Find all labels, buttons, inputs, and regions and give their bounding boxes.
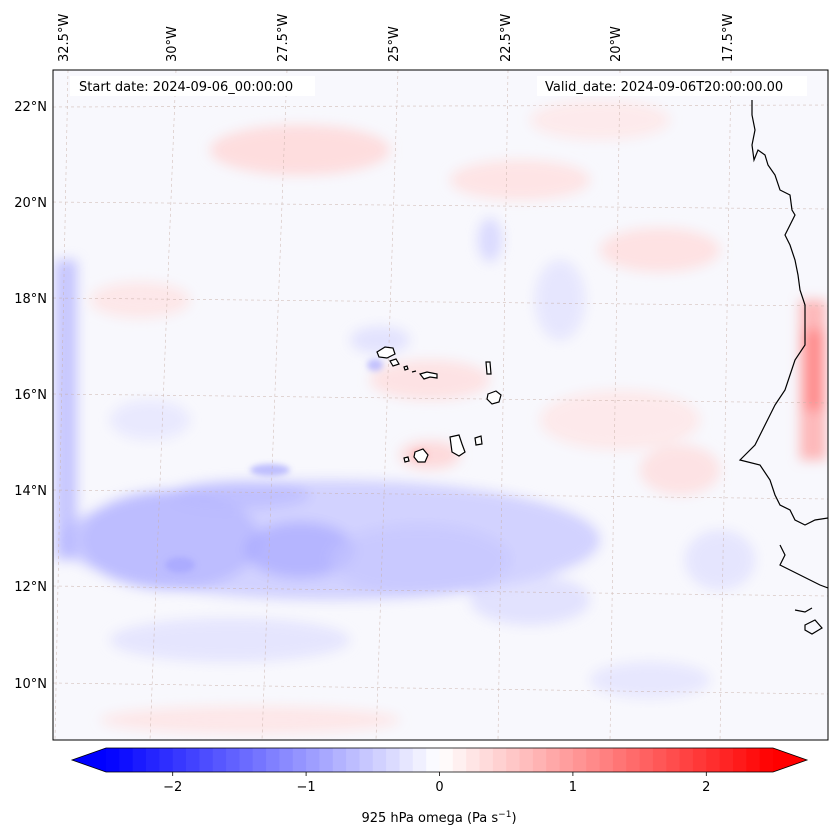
colorbar-tick-label: −2 bbox=[163, 780, 182, 795]
lon-label: 25°W bbox=[387, 26, 402, 62]
colorbar-step bbox=[466, 748, 481, 772]
colorbar-step bbox=[479, 748, 494, 772]
colorbar-step bbox=[586, 748, 601, 772]
colorbar-step bbox=[626, 748, 641, 772]
island-maio bbox=[474, 435, 483, 446]
colorbar-step bbox=[452, 748, 467, 772]
colorbar-step bbox=[572, 748, 587, 772]
lon-label: 22.5°W bbox=[499, 14, 514, 62]
colorbar-step bbox=[292, 748, 307, 772]
colorbar-step bbox=[599, 748, 614, 772]
lon-label: 30°W bbox=[165, 26, 180, 62]
island-sao-vicente bbox=[389, 358, 400, 367]
colorbar-step bbox=[732, 748, 747, 772]
colorbar-step bbox=[306, 748, 321, 772]
colorbar-step bbox=[612, 748, 627, 772]
colorbar: −2 −1 0 1 2 925 hPa omega (Pa s−1) bbox=[70, 747, 809, 826]
colorbar-step bbox=[186, 748, 200, 772]
colorbar-steps bbox=[106, 748, 774, 772]
colorbar-step bbox=[172, 748, 187, 772]
colorbar-step bbox=[426, 748, 441, 772]
colorbar-outline bbox=[70, 747, 809, 773]
start-date-label: Start date: 2024-09-06_00:00:00 bbox=[79, 80, 293, 95]
coastline bbox=[376, 100, 828, 635]
start-date-box bbox=[70, 76, 315, 96]
colorbar-step bbox=[759, 748, 774, 772]
colorbar-step bbox=[372, 748, 387, 772]
map-frame bbox=[52, 69, 829, 741]
island-santo-antao bbox=[376, 346, 396, 359]
colorbar-step bbox=[746, 748, 761, 772]
colorbar-tick-label: 2 bbox=[702, 780, 710, 795]
colorbar-tick-label: −1 bbox=[297, 780, 316, 795]
colorbar-step bbox=[692, 748, 707, 772]
colorbar-label: 925 hPa omega (Pa s−1) bbox=[361, 810, 516, 826]
colorbar-tick-label: 0 bbox=[435, 780, 443, 795]
colorbar-step bbox=[666, 748, 681, 772]
colorbar-step bbox=[399, 748, 414, 772]
lat-label: 10°N bbox=[14, 677, 47, 692]
colorbar-step bbox=[492, 748, 507, 772]
island-sal bbox=[485, 361, 492, 375]
colorbar-step bbox=[159, 748, 174, 772]
colorbar-step bbox=[266, 748, 281, 772]
colorbar-step bbox=[119, 748, 134, 772]
lon-label: 27.5°W bbox=[276, 14, 291, 62]
colorbar-step bbox=[252, 748, 267, 772]
lon-label: 20°W bbox=[609, 26, 624, 62]
colorbar-step bbox=[652, 748, 667, 772]
africa-coastline bbox=[738, 100, 828, 635]
colorbar-step bbox=[199, 748, 214, 772]
colorbar-step bbox=[706, 748, 721, 772]
colorbar-step bbox=[146, 748, 160, 772]
colorbar-step bbox=[279, 748, 294, 772]
lat-label: 12°N bbox=[14, 580, 47, 595]
colorbar-step bbox=[346, 748, 361, 772]
colorbar-step bbox=[439, 748, 454, 772]
colorbar-step bbox=[639, 748, 654, 772]
colorbar-step bbox=[506, 748, 521, 772]
island-sao-nicolau bbox=[411, 370, 438, 380]
lat-label: 16°N bbox=[14, 388, 47, 403]
colorbar-step bbox=[106, 748, 120, 772]
lat-label: 18°N bbox=[14, 292, 47, 307]
colorbar-step bbox=[226, 748, 240, 772]
colorbar-step bbox=[132, 748, 147, 772]
valid-date-box bbox=[537, 76, 807, 96]
colorbar-step bbox=[239, 748, 254, 772]
colorbar-step bbox=[519, 748, 534, 772]
valid-date-label: Valid_date: 2024-09-06T20:00:00.00 bbox=[545, 80, 783, 95]
island-santiago bbox=[449, 434, 466, 457]
island-santa-luzia bbox=[403, 365, 409, 371]
island-brava bbox=[403, 456, 410, 463]
colorbar-extend-max bbox=[773, 748, 807, 772]
colorbar-step bbox=[386, 748, 401, 772]
lat-label: 14°N bbox=[14, 484, 47, 499]
lon-label: 17.5°W bbox=[721, 14, 736, 62]
lon-label: 32.5°W bbox=[57, 14, 72, 62]
colorbar-step bbox=[679, 748, 694, 772]
colorbar-tick-label: 1 bbox=[569, 780, 577, 795]
colorbar-extend-min bbox=[72, 748, 106, 772]
island-boa-vista bbox=[486, 390, 502, 405]
colorbar-step bbox=[559, 748, 574, 772]
colorbar-step bbox=[212, 748, 227, 772]
map-gridlines bbox=[53, 70, 828, 740]
colorbar-step bbox=[719, 748, 734, 772]
colorbar-step bbox=[332, 748, 347, 772]
colorbar-step bbox=[359, 748, 374, 772]
lat-label: 22°N bbox=[14, 100, 47, 115]
colorbar-step bbox=[412, 748, 427, 772]
colorbar-step bbox=[532, 748, 547, 772]
colorbar-step bbox=[319, 748, 334, 772]
colorbar-step bbox=[546, 748, 561, 772]
lat-label: 20°N bbox=[14, 196, 47, 211]
island-fogo bbox=[413, 448, 429, 463]
colorbar-ticks: −2 −1 0 1 2 bbox=[163, 772, 710, 795]
